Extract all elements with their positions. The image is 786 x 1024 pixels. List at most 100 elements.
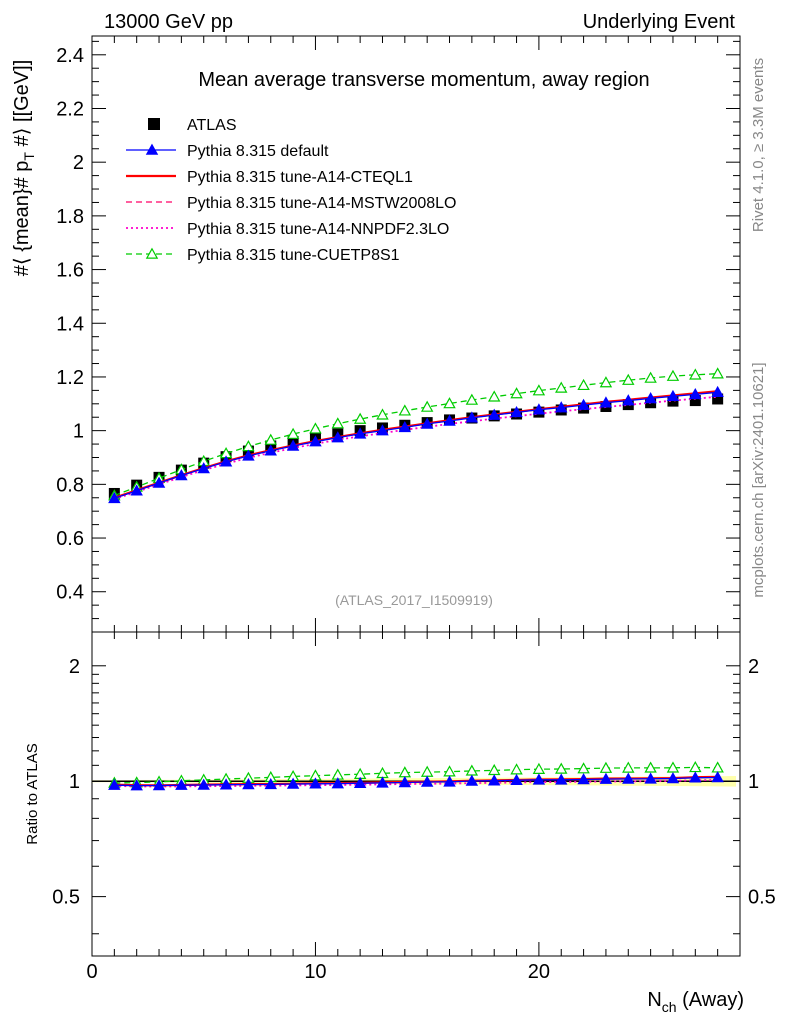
series-4-marker [555, 381, 568, 393]
series-0-marker [353, 427, 367, 439]
series-0-marker [711, 385, 724, 398]
series-0-marker [130, 484, 143, 496]
series-0-marker [644, 391, 657, 404]
series-4-marker [666, 369, 680, 381]
side-mcplots-label: mcplots.cern.ch [arXiv:2401.10621] [750, 362, 767, 597]
legend-label-2: Pythia 8.315 tune-A14-MSTW2008LO [187, 195, 456, 212]
ratio-series-3-line [114, 779, 718, 788]
ratio-series-4-marker [711, 761, 724, 773]
series-3-line [114, 395, 718, 500]
ratio-series-0-marker [487, 774, 501, 786]
legend-label-4: Pythia 8.315 tune-CUETP8S1 [187, 247, 400, 264]
y-tick-label: 1.2 [56, 367, 84, 389]
x-tick-label: 20 [528, 961, 550, 983]
series-4-marker [420, 400, 434, 412]
ratio-series-0-marker [465, 774, 479, 786]
series-0-marker [577, 398, 590, 410]
series-0-marker [666, 389, 680, 402]
y-tick-label: 0.8 [56, 474, 84, 496]
y-tick-label: 2.2 [56, 98, 84, 120]
ratio-y-tick-label: 0.5 [52, 887, 80, 909]
ratio-y-tick-label: 2 [69, 656, 80, 678]
series-0-marker [487, 408, 501, 420]
ratio-series-4-marker [577, 762, 590, 774]
ratio-plot-frame [91, 631, 741, 957]
x-tick-label: 10 [304, 961, 326, 983]
x-axis-label-tail: (Away) [677, 989, 744, 1011]
analysis-watermark: (ATLAS_2017_I1509919) [335, 592, 493, 608]
series-0-marker [152, 476, 166, 488]
series-4-marker [286, 427, 300, 439]
ratio-series-4-marker [510, 763, 523, 775]
series-0-marker [622, 394, 635, 406]
series-0-marker [398, 420, 412, 433]
ratio-series-0-marker [599, 772, 613, 784]
ratio-series-0-marker [666, 772, 680, 784]
legend-label-0: Pythia 8.315 default [187, 143, 329, 160]
data-point [689, 395, 701, 407]
ratio-series-0-marker [443, 775, 456, 787]
y-tick-label: 1.4 [56, 313, 84, 335]
ratio-series-0-marker [264, 777, 277, 790]
series-0-marker [555, 401, 568, 413]
ratio-series-0-line [114, 776, 718, 787]
ratio-series-4-marker [555, 762, 568, 774]
ratio-series-0-marker [219, 778, 233, 790]
y-tick-label: 1.8 [56, 206, 84, 228]
series-0-marker [443, 414, 456, 426]
ratio-series-0-marker [532, 773, 546, 785]
legend: ATLAS Pythia 8.315 default Pythia 8.315 tu… [126, 117, 456, 264]
series-0-marker [175, 469, 188, 481]
series-0-marker [510, 405, 523, 418]
series-0-marker [108, 491, 121, 504]
ratio-series-0-marker [197, 778, 210, 790]
ratio-series-0-marker [420, 775, 434, 787]
ratio-series-4-line [114, 766, 718, 784]
series-0-marker [286, 439, 300, 451]
x-axis-label-main: N [647, 989, 661, 1011]
series-0-marker [264, 444, 277, 456]
ratio-series-0-marker [242, 778, 255, 790]
ratio-y-axis-label: Ratio to ATLAS [24, 743, 41, 844]
series-4-marker [331, 417, 345, 429]
ratio-series-0-marker [309, 777, 322, 789]
ratio-series-0-marker [108, 778, 121, 790]
ratio-series-0-marker [577, 773, 590, 785]
legend-marker-4 [145, 247, 159, 259]
series-4-marker [711, 367, 724, 379]
series-4-marker [309, 422, 322, 434]
y-axis-label-main: #⟨ {mean}# p [11, 161, 33, 277]
header-left: 13000 GeV pp [104, 11, 233, 33]
y-tick-label: 0.6 [56, 528, 84, 550]
ratio-series-0-marker [353, 776, 367, 788]
series-4-marker [689, 368, 702, 380]
series-4-marker [622, 373, 635, 385]
data-point [667, 395, 679, 407]
series-4-marker [487, 390, 501, 402]
y-tick-label: 1 [73, 421, 84, 443]
ratio-y-tick-label-right: 0.5 [748, 887, 776, 909]
y-axis-label-sub: T [21, 152, 37, 161]
y-tick-label: 1.6 [56, 260, 84, 282]
ratio-y-tick-label-right: 1 [748, 771, 759, 793]
series-4-marker [465, 393, 479, 405]
series-0-marker [420, 417, 434, 429]
ratio-series-0-marker [331, 777, 345, 789]
y-tick-label: 0.4 [56, 582, 84, 604]
ratio-series-0-marker [622, 772, 635, 784]
series-0-marker [599, 396, 613, 408]
series-0-line [114, 391, 718, 499]
ratio-panel: 0 10 20 0.5 0.5 1 1 2 2 [52, 631, 776, 983]
legend-marker-data [148, 118, 160, 130]
legend-label-1: Pythia 8.315 tune-A14-CTEQL1 [187, 169, 413, 186]
series-0-marker [376, 424, 389, 436]
series-4-line [114, 373, 718, 497]
ratio-series-0-marker [644, 772, 657, 784]
ratio-series-0-marker [175, 778, 188, 790]
legend-marker-0 [145, 143, 159, 155]
series-4-marker [577, 378, 590, 391]
series-0-marker [532, 403, 546, 415]
y-axis-label-tail: #⟩ [[GeV]] [11, 60, 33, 152]
main-panel: 0.4 0.6 0.8 1 1.2 1.4 1.6 1.8 2 2.2 2.4 Mean averag… [56, 35, 741, 633]
